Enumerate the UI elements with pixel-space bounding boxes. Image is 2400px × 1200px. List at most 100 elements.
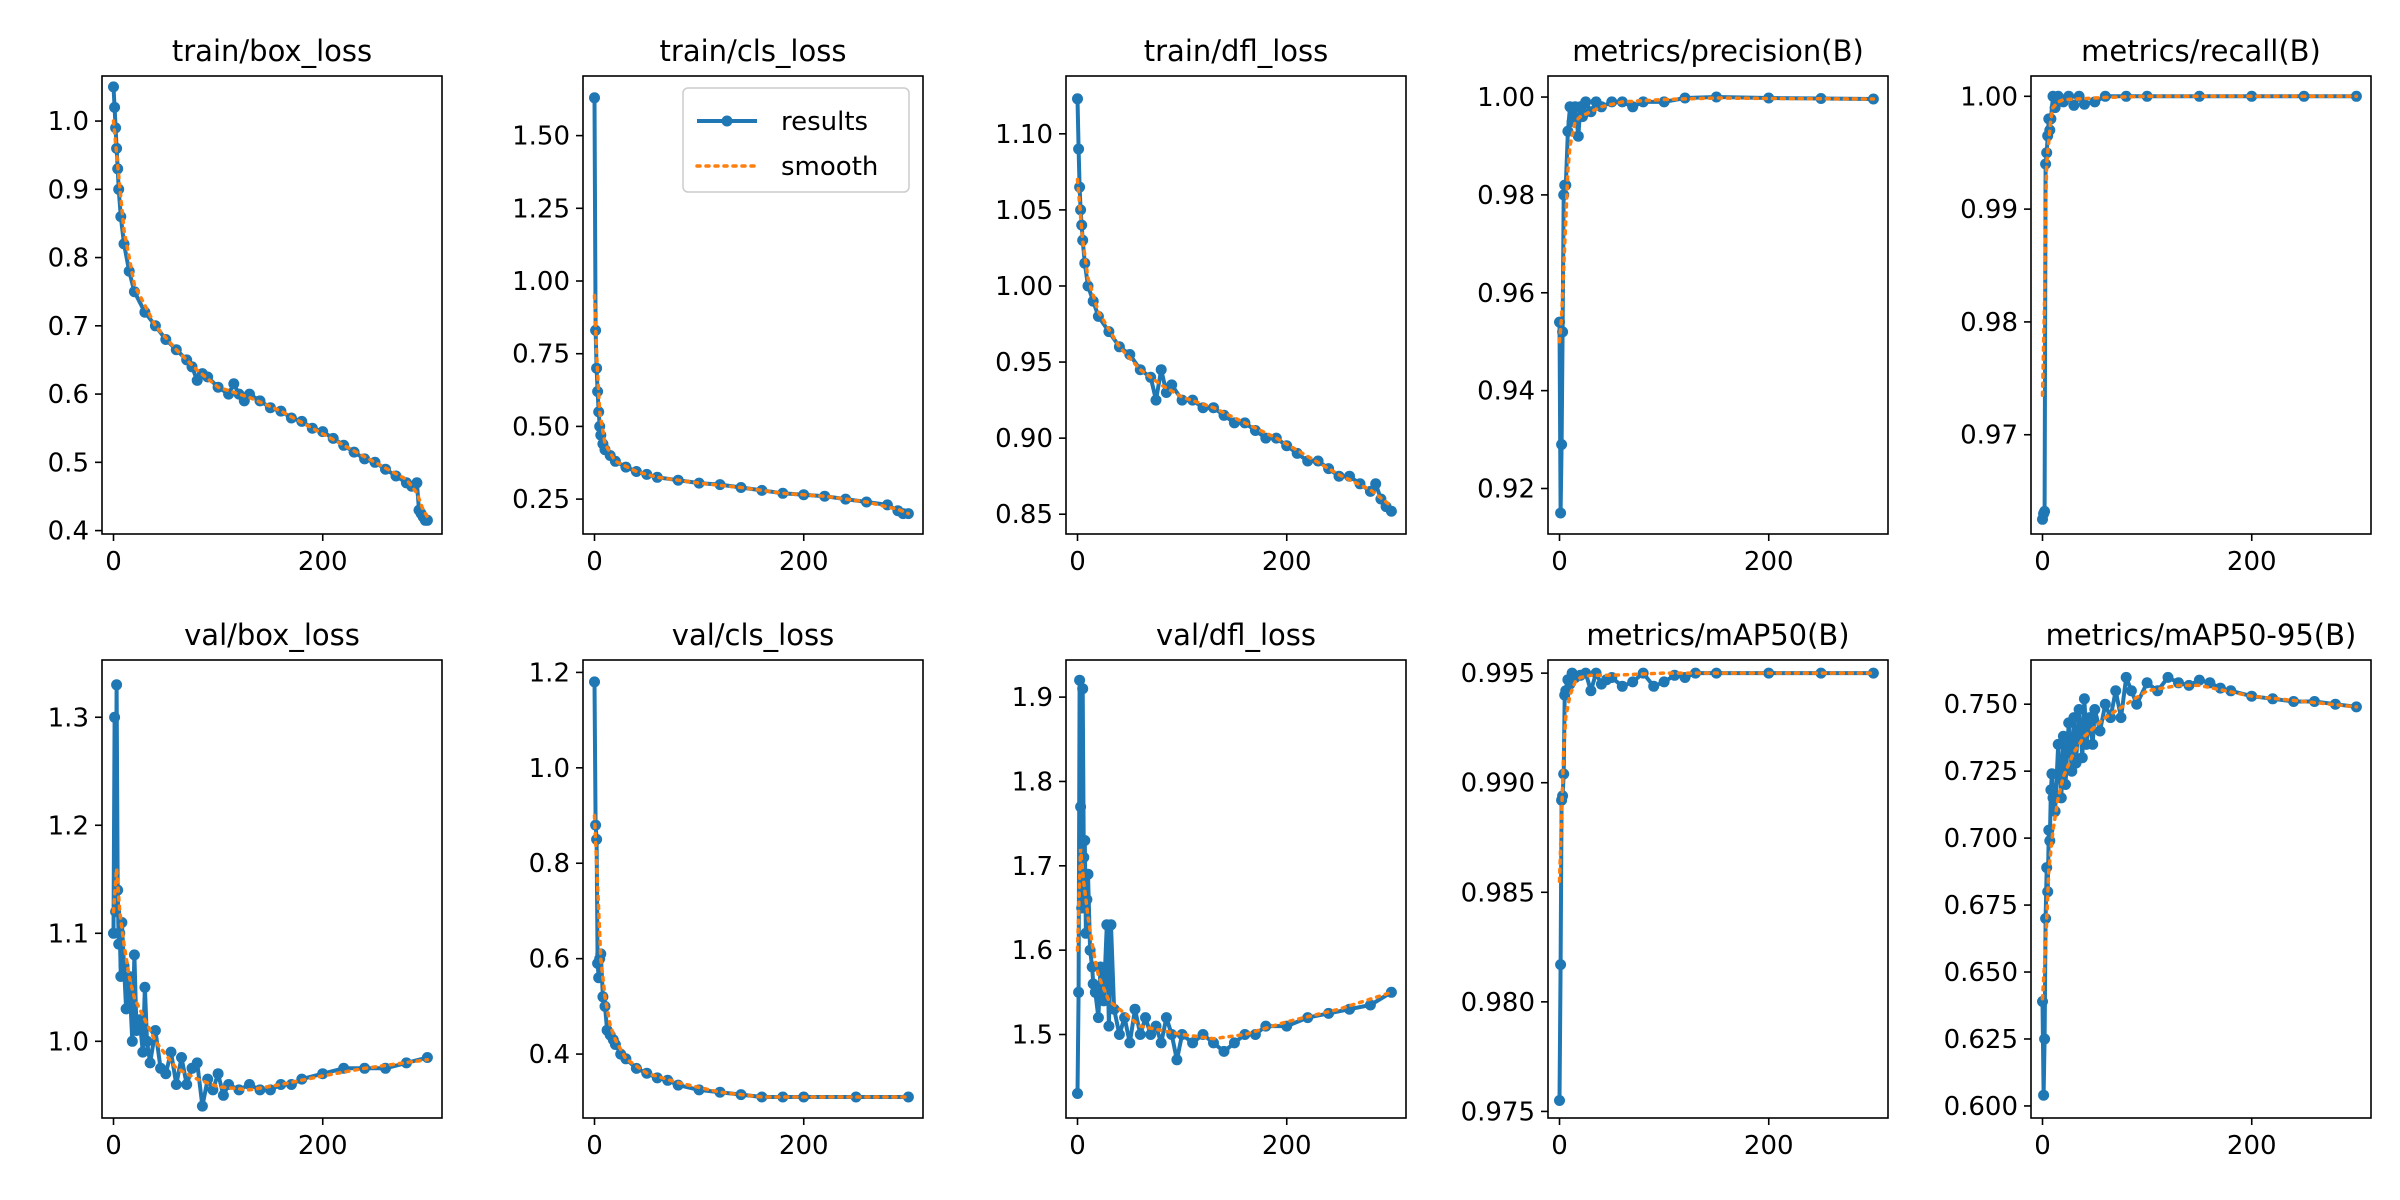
results-point — [1370, 478, 1382, 490]
smooth-series-line — [111, 119, 430, 519]
y-tick-label: 0.7 — [48, 312, 89, 342]
subplot: metrics/recall(B) 0 200 0.97 0.98 0.99 1.00 — [1960, 34, 2372, 577]
results-point — [1228, 1037, 1240, 1049]
axes-frame — [101, 75, 443, 535]
results-point — [1155, 1037, 1167, 1049]
y-tick-label: 0.50 — [512, 412, 570, 442]
y-tick-label: 1.9 — [1012, 683, 1053, 713]
y-tick-label: 1.0 — [48, 1027, 89, 1057]
x-tick-label: 200 — [1744, 1131, 1794, 1161]
x-tick-label: 200 — [1262, 1131, 1312, 1161]
subplot: train/box_loss 0 200 0.4 0.5 0.6 0.7 0.8 0.9 1.0 — [48, 34, 443, 577]
axes-frame — [582, 659, 924, 1119]
subplot: train/dfl_loss 0 200 0.85 0.90 0.95 1.00 1.05 1.… — [995, 34, 1407, 577]
results-point — [1075, 801, 1087, 813]
results-point — [108, 81, 119, 93]
results-point — [641, 468, 653, 480]
results-point — [1555, 507, 1567, 519]
x-tick-label: 200 — [298, 1131, 348, 1161]
y-tick-label: 0.98 — [1960, 308, 2018, 338]
results-series-line — [1075, 678, 1393, 1094]
results-point — [1239, 1029, 1251, 1040]
results-point — [630, 1062, 642, 1074]
y-tick-label: 0.650 — [1944, 958, 2018, 988]
y-tick-label: 0.94 — [1477, 377, 1535, 407]
y-tick-label: 0.675 — [1944, 891, 2018, 921]
x-tick-label: 0 — [1069, 547, 1086, 577]
results-point — [2073, 704, 2085, 715]
subplot-title: train/dfl_loss — [1144, 34, 1328, 68]
y-tick-label: 1.2 — [48, 811, 89, 841]
results-point — [1129, 1003, 1141, 1015]
results-point — [1218, 1045, 1230, 1057]
results-point — [1562, 125, 1574, 137]
smooth-series-line — [2040, 683, 2359, 1001]
y-tick-label: 1.25 — [512, 194, 570, 224]
results-point — [1385, 986, 1397, 998]
results-point — [1103, 1020, 1115, 1032]
results-point — [589, 676, 600, 688]
x-tick-label: 0 — [586, 1131, 603, 1161]
y-tick-label: 0.25 — [512, 485, 570, 515]
results-point — [141, 1035, 153, 1047]
subplot-title: val/dfl_loss — [1156, 618, 1316, 652]
x-tick-label: 0 — [105, 547, 122, 577]
results-point — [1074, 674, 1086, 686]
results-point — [2078, 693, 2090, 705]
results-point — [181, 1079, 193, 1090]
results-point — [1140, 1012, 1151, 1024]
results-point — [2057, 730, 2069, 742]
y-tick-label: 0.980 — [1461, 988, 1535, 1018]
results-point — [819, 490, 831, 502]
results-point — [1105, 919, 1117, 931]
smooth-series-line — [592, 293, 911, 516]
results-point — [137, 1046, 149, 1058]
y-tick-label: 1.10 — [995, 120, 1053, 150]
results-point — [2099, 698, 2111, 710]
results-point — [149, 1025, 161, 1036]
results-point — [1385, 505, 1397, 517]
smooth-series-line — [1075, 177, 1394, 509]
x-tick-label: 0 — [586, 547, 603, 577]
results-point — [244, 1079, 255, 1090]
results-point — [1556, 439, 1568, 450]
subplot-title: metrics/mAP50-95(B) — [2046, 618, 2357, 652]
results-point — [2052, 738, 2064, 750]
results-point — [421, 514, 433, 526]
subplot-title: train/box_loss — [172, 34, 372, 68]
subplot: val/dfl_loss 0 200 1.5 1.6 1.7 1.8 1.9 — [1012, 618, 1407, 1161]
results-point — [2037, 996, 2048, 1007]
x-tick-label: 200 — [2227, 1131, 2277, 1161]
results-point — [1627, 101, 1639, 113]
results-point — [1166, 379, 1178, 391]
y-tick-label: 0.700 — [1944, 824, 2018, 854]
x-tick-label: 200 — [779, 547, 829, 577]
subplot: val/box_loss 0 200 1.0 1.1 1.2 1.3 — [48, 618, 443, 1161]
legend-label: results — [781, 107, 868, 137]
results-point — [1208, 1037, 1219, 1049]
axes-frame — [582, 75, 924, 535]
smooth-series-line — [111, 868, 430, 1092]
y-tick-label: 0.4 — [529, 1040, 570, 1070]
results-point — [2162, 671, 2174, 683]
subplot-title: metrics/recall(B) — [2081, 34, 2321, 68]
results-point — [1073, 143, 1085, 155]
axes-frame — [2030, 659, 2372, 1119]
y-tick-label: 0.600 — [1944, 1092, 2018, 1122]
results-point — [2094, 725, 2106, 737]
y-tick-label: 0.985 — [1461, 878, 1535, 908]
subplot-title: metrics/precision(B) — [1572, 34, 1864, 68]
y-tick-label: 0.6 — [529, 945, 570, 975]
results-point — [589, 92, 600, 104]
axes-frame — [101, 659, 443, 1119]
results-point — [109, 711, 121, 723]
results-point — [1176, 1029, 1188, 1040]
subplot: val/cls_loss 0 200 0.4 0.6 0.8 1.0 1.2 — [529, 618, 924, 1161]
smooth-series-line — [592, 813, 911, 1099]
x-tick-label: 200 — [779, 1131, 829, 1161]
results-point — [120, 1003, 132, 1015]
results-point — [2141, 90, 2153, 102]
results-point — [1150, 394, 1162, 406]
results-point — [2039, 505, 2051, 517]
results-series-line — [1557, 95, 1874, 515]
